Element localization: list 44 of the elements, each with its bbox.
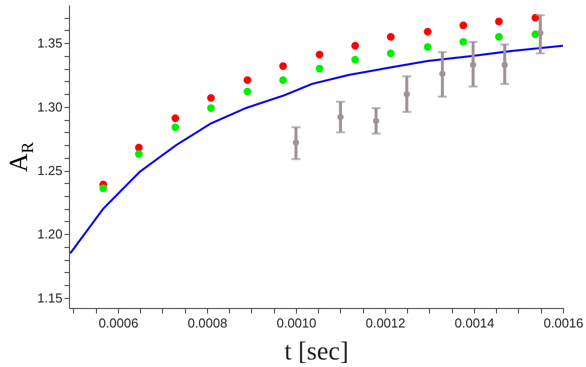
point [171,123,180,132]
point [424,43,432,51]
point [502,62,508,68]
point [351,42,360,50]
y-tick-label: 1.30 [37,99,62,114]
x-tick-label: 0.0012 [366,316,406,330]
point [495,32,503,41]
point [279,76,287,84]
x-axis-title: t [sec] [284,336,349,366]
point [424,28,432,36]
point [495,18,503,26]
point [171,114,180,122]
y-tick-label: 1.15 [37,290,62,306]
x-tick-label: 0.0016 [544,316,584,330]
point [279,62,287,70]
y-tick-label: 1.25 [37,163,62,178]
point [404,90,410,98]
point [244,88,252,96]
point [207,104,215,112]
y-tick-label: 1.35 [37,36,62,51]
point [386,50,395,58]
point [337,114,344,120]
x-tick-label: 0.0006 [98,316,138,330]
point [244,76,252,84]
x-tick-label: 0.0010 [276,316,316,330]
point [459,38,468,46]
point [470,62,476,68]
point [316,64,324,73]
point [532,14,540,22]
point [135,150,143,158]
point [537,30,544,36]
point [439,70,446,77]
point [372,118,380,124]
line-series [69,44,563,254]
point [292,139,300,146]
point [459,22,468,30]
point [316,50,324,59]
point [351,56,360,64]
x-tick-label: 0.0014 [454,316,494,330]
x-tick-label: 0.0008 [188,316,228,330]
point [99,184,108,192]
point [207,94,215,102]
point [386,32,395,41]
y-tick-label: 1.20 [37,226,62,242]
